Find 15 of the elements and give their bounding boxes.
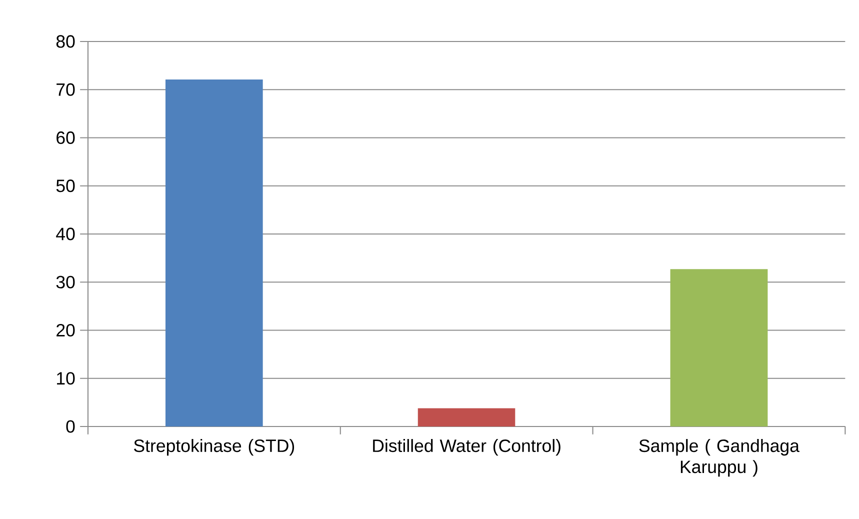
x-tick-label: Streptokinase (STD) [134,438,294,456]
y-tick-label: 20 [56,324,75,336]
y-tick-label: 10 [57,372,75,384]
y-tick-label: 30 [56,276,75,288]
y-tick-label: 80 [56,35,75,48]
y-tick-label: 60 [56,131,75,144]
bar [418,408,516,426]
y-tick-label: 40 [56,228,75,240]
y-tick-label: 0 [66,420,75,433]
bar [165,79,263,426]
y-tick-label: 50 [56,179,75,192]
y-tick-label: 70 [56,83,75,96]
x-tick-label: Distilled Water (Control) [373,438,560,456]
x-tick-label: Sample ( Gandhaga Karuppu ) [639,438,800,477]
bar [670,268,768,426]
